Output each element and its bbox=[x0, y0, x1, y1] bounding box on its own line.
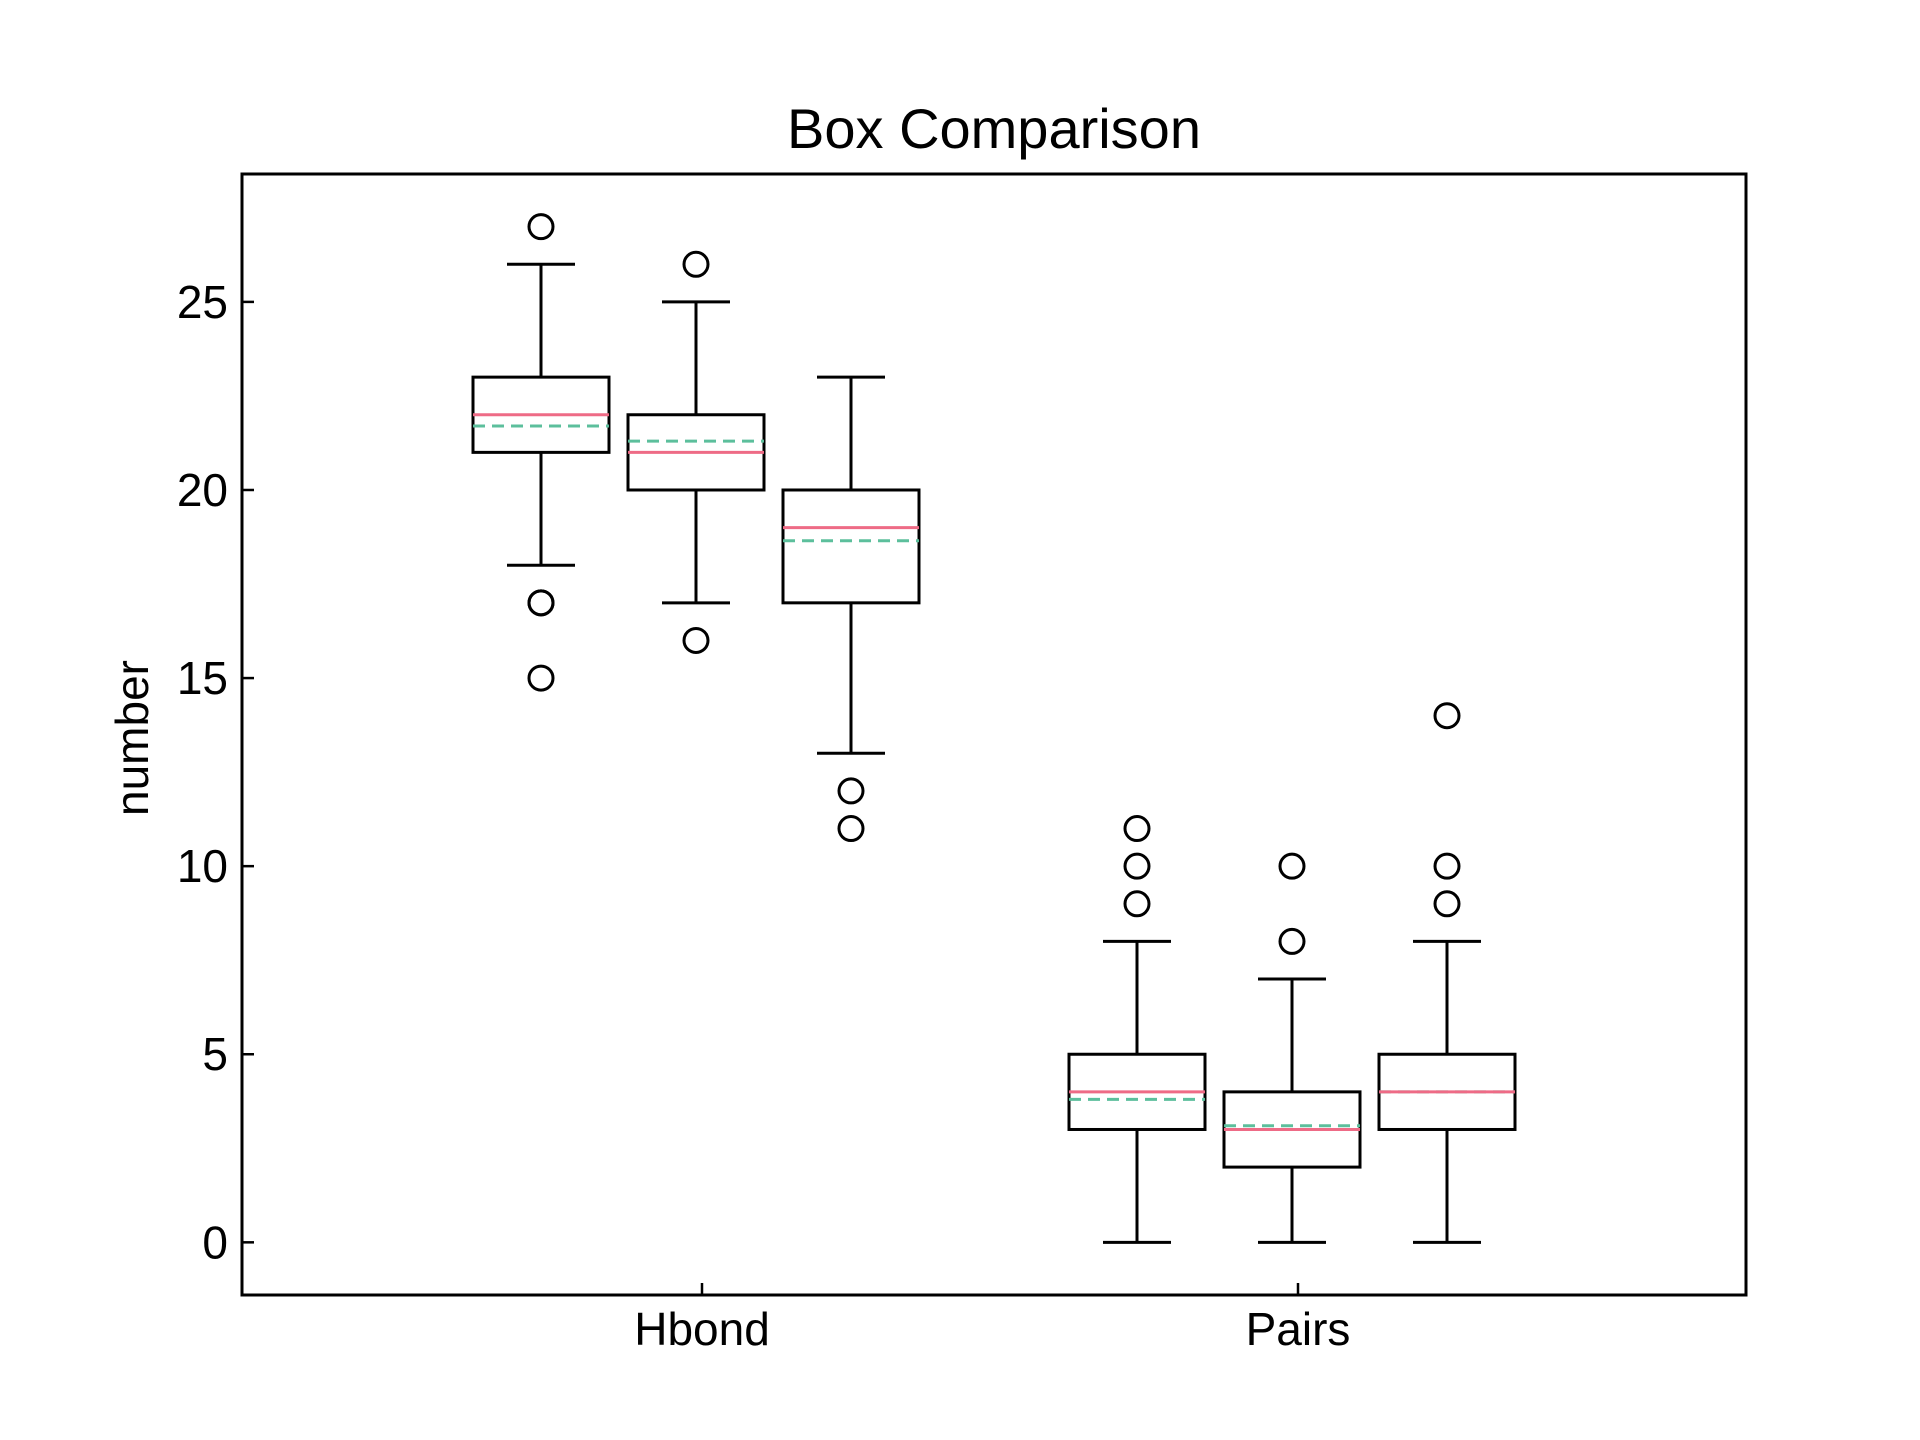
y-tick-label: 25 bbox=[177, 276, 228, 328]
chart-title: Box Comparison bbox=[787, 97, 1201, 160]
outlier-point bbox=[527, 664, 555, 692]
y-tick-label: 20 bbox=[177, 464, 228, 516]
outlier-point bbox=[682, 626, 710, 654]
outlier-point bbox=[682, 250, 710, 278]
y-tick-label: 10 bbox=[177, 840, 228, 892]
plot-frame bbox=[240, 172, 1748, 1297]
outlier-point bbox=[1123, 890, 1151, 918]
outlier-point bbox=[837, 777, 865, 805]
outlier-point bbox=[1123, 852, 1151, 880]
box-iqr bbox=[781, 488, 921, 605]
outlier-point bbox=[1433, 890, 1461, 918]
x-tick-label: Hbond bbox=[634, 1303, 770, 1355]
outlier-point bbox=[1278, 927, 1306, 955]
outlier-point bbox=[527, 589, 555, 617]
outlier-point bbox=[527, 213, 555, 241]
plot-area: 0 5 10 15 20 25 Hbond Pairs bbox=[177, 172, 1748, 1355]
y-tick-label: 15 bbox=[177, 652, 228, 704]
outlier-point bbox=[1433, 852, 1461, 880]
y-tick-label: 5 bbox=[202, 1028, 228, 1080]
x-tick-label: Pairs bbox=[1246, 1303, 1351, 1355]
outlier-point bbox=[1278, 852, 1306, 880]
y-axis-label: number bbox=[106, 660, 158, 816]
outlier-point bbox=[837, 815, 865, 843]
y-tick-label: 0 bbox=[202, 1216, 228, 1268]
outlier-point bbox=[1123, 815, 1151, 843]
outlier-point bbox=[1433, 702, 1461, 730]
